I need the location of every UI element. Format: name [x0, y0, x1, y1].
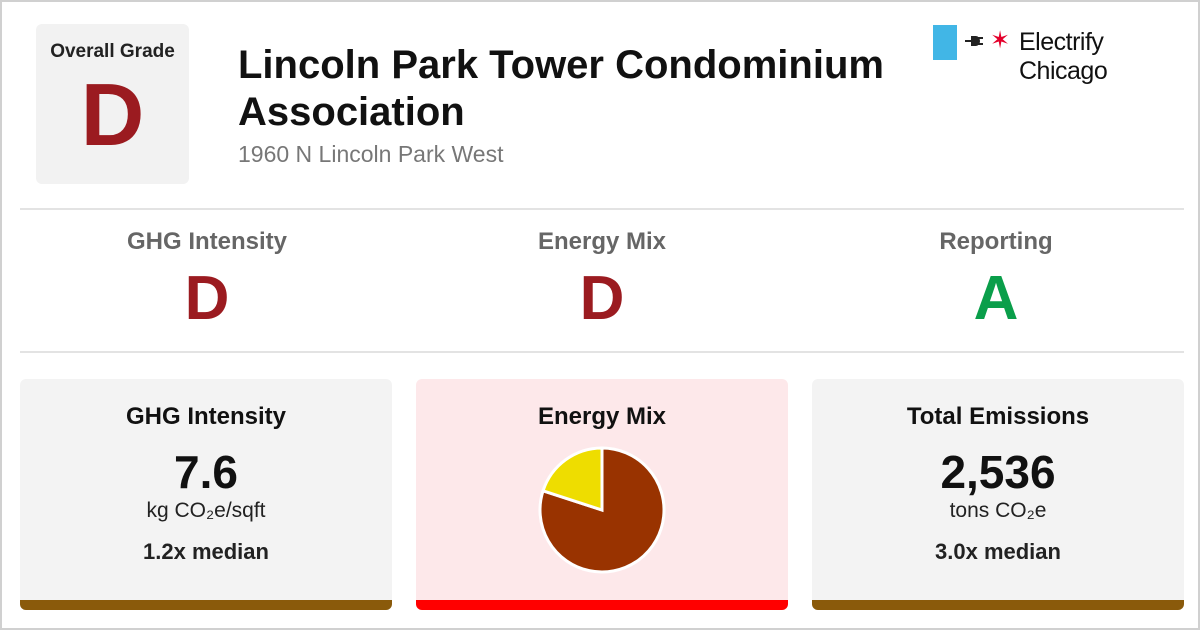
total-emissions-value: 2,536	[940, 446, 1056, 498]
building-name: Lincoln Park Tower Condominium Associati…	[238, 43, 884, 134]
card-title: Total Emissions	[906, 403, 1090, 430]
card-accent-bar	[812, 600, 1184, 610]
total-emissions-card: Total Emissions 2,536 tons CO₂e 3.0x med…	[812, 379, 1184, 610]
overall-grade-label: Overall Grade	[50, 41, 175, 62]
card-title: GHG Intensity	[125, 403, 287, 430]
ghg-intensity-card: GHG Intensity 7.6 kg CO₂e/sqft 1.2x medi…	[20, 379, 392, 610]
energy-mix-grade: Energy Mix D	[404, 228, 800, 330]
reporting-grade: Reporting A	[798, 228, 1194, 330]
plug-icon	[965, 26, 987, 62]
overall-grade-box: Overall Grade D	[36, 24, 189, 184]
pie-slice-1	[541, 446, 604, 513]
divider	[20, 208, 1184, 210]
grade-letter: D	[184, 264, 230, 333]
ghg-intensity-grade: GHG Intensity D	[9, 228, 405, 330]
energy-mix-pie	[538, 446, 666, 574]
card-accent-bar	[20, 600, 392, 610]
total-emissions-median: 3.0x median	[935, 539, 1061, 564]
chicago-star-icon: ✶	[990, 27, 1011, 54]
card-accent-bar	[416, 600, 788, 610]
energy-mix-card: Energy Mix	[416, 379, 788, 610]
total-emissions-unit: tons CO₂e	[949, 499, 1047, 522]
overall-grade-letter: D	[80, 65, 145, 164]
grade-letter: D	[579, 264, 625, 333]
grade-name: Reporting	[939, 228, 1053, 255]
card-title: Energy Mix	[537, 403, 667, 430]
building-address: 1960 N Lincoln Park West	[238, 141, 504, 167]
brand-logo: ✶ Electrify Chicago	[933, 24, 1183, 85]
ghg-intensity-unit: kg CO₂e/sqft	[146, 499, 266, 522]
ghg-intensity-median: 1.2x median	[143, 539, 269, 564]
flag-icon	[933, 25, 957, 60]
divider	[20, 351, 1184, 353]
ghg-intensity-value: 7.6	[174, 446, 238, 498]
brand-name: Electrify Chicago	[1019, 28, 1108, 85]
grade-name: GHG Intensity	[126, 228, 288, 255]
grade-letter: A	[973, 264, 1019, 333]
grade-name: Energy Mix	[537, 228, 667, 255]
